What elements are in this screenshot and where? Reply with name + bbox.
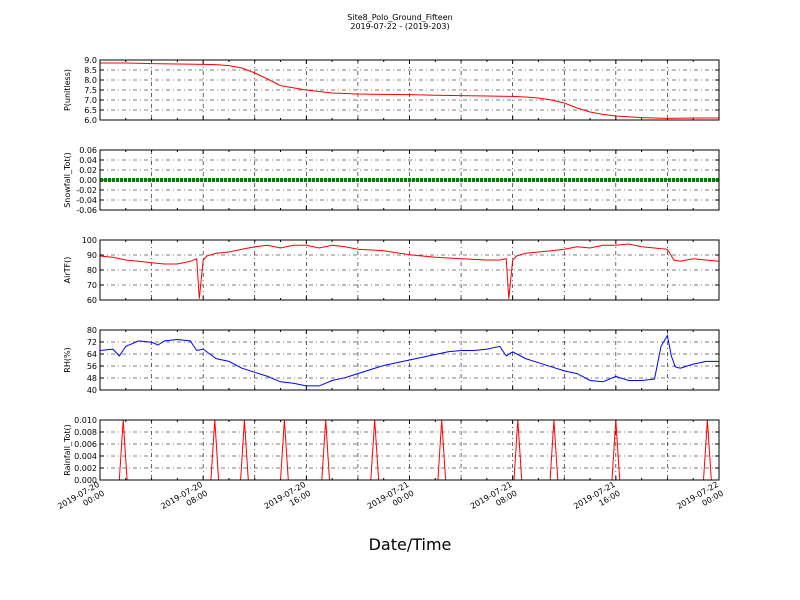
axes-frame [99,239,720,301]
y-tick-label: 100 [82,236,97,245]
chart-subtitle: 2019-07-22 - (2019-203) [350,22,449,31]
x-tick-label: 2019-07-2100:00 [366,480,416,520]
panel-4: 40 48 56 64 72 80 RH(%) [63,326,720,395]
y-axis-label: RH(%) [63,347,72,372]
panel-3: 60 70 80 90 100 AirTF() [63,236,720,305]
y-tick-label: 0.004 [74,452,97,461]
y-tick-label: -0.04 [76,196,97,205]
y-tick-label: 0.010 [74,416,97,425]
y-tick-label: 90 [87,251,97,260]
y-tick-label: 0.000 [74,476,97,485]
panels: 6.06.57.07.58.08.59.0P(unitless)-0.06-0.… [63,56,720,485]
series-line [99,243,720,299]
y-tick-label: 7.5 [84,86,97,95]
x-axis-label: Date/Time [369,535,452,554]
panel-1: 6.06.57.07.58.08.59.0 P(unitless) [63,56,720,125]
y-axis-label: AirTF() [63,257,72,284]
axes-frame [99,329,720,391]
y-tick-label: 0.00 [79,176,97,185]
y-axis-label: Snowfall_Tot() [63,152,72,208]
x-tick-label: 2019-07-2116:00 [572,480,622,520]
axes-frame [99,149,720,211]
x-tick-label: 2019-07-2008:00 [159,480,209,520]
panel-2: -0.06-0.04-0.020.000.020.040.06 Snowfall_… [63,146,720,215]
y-tick-label: -0.02 [76,186,97,195]
y-tick-label: 72 [87,338,97,347]
series-line [99,334,719,387]
y-tick-label: 60 [87,296,97,305]
y-tick-label: 9.0 [84,56,97,65]
y-tick-label: 0.02 [79,166,97,175]
y-tick-label: 0.002 [74,464,97,473]
x-tick-label: 2019-07-2000:00 [56,480,106,520]
y-tick-label: 48 [87,374,97,383]
y-axis-label: P(unitless) [63,69,72,111]
y-tick-label: 40 [87,386,97,395]
x-tick-labels: 2019-07-2000:00 2019-07-2008:00 2019-07-20… [56,480,725,520]
series-line [100,62,719,119]
y-tick-label: 6.5 [84,106,97,115]
x-tick-label: 2019-07-2108:00 [469,480,519,520]
y-tick-label: 0.04 [79,156,97,165]
y-tick-label: 56 [87,362,97,371]
y-tick-label: 64 [87,350,97,359]
x-tick-label: 2019-07-2016:00 [263,480,313,520]
y-tick-label: 0.008 [74,428,97,437]
y-tick-label: 8.0 [84,76,97,85]
y-tick-label: -0.06 [76,206,97,215]
y-tick-label: 0.06 [79,146,97,155]
y-tick-label: 80 [87,266,97,275]
axes-frame [99,419,720,481]
axes-frame [99,59,720,121]
y-tick-label: 8.5 [84,66,97,75]
chart-title: Site8_Polo_Ground_Fifteen [347,13,452,22]
y-tick-label: 6.0 [84,116,97,125]
y-tick-label: 80 [87,326,97,335]
panel-5: 0.000 0.002 0.004 0.006 0.008 0.010Rainfall_T… [63,416,720,485]
y-tick-label: 70 [87,281,97,290]
x-tick-label: 2019-07-2200:00 [675,480,725,520]
y-tick-label: 7.0 [84,96,97,105]
y-tick-label: 0.006 [74,440,97,449]
y-axis-label: Rainfall_Tot() [63,424,72,476]
